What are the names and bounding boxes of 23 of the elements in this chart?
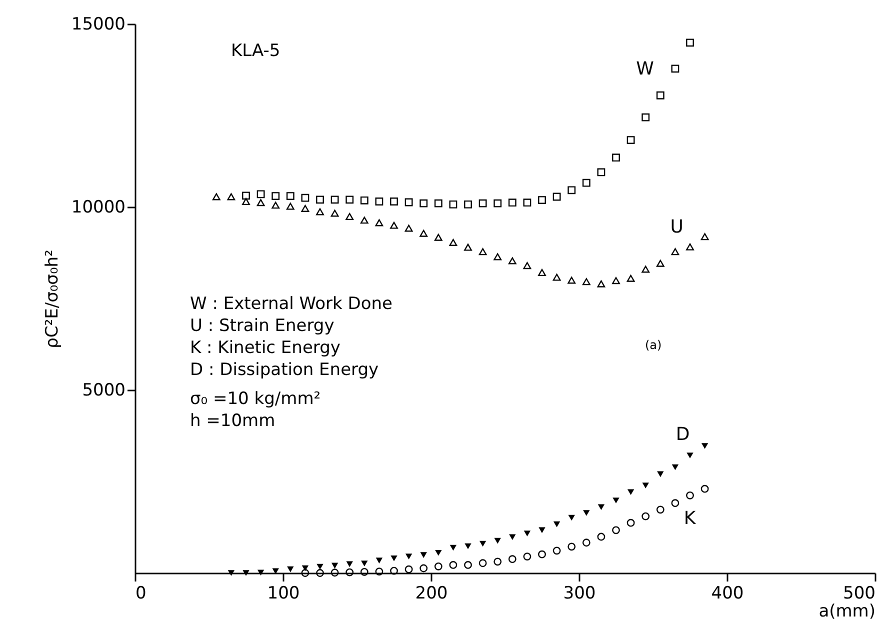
annotation: W : External Work Done [190,294,392,314]
x-tick-label: 200 [415,584,448,604]
annotation: KLA-5 [231,41,280,61]
annotation: h =10mm [190,411,276,431]
annotation: K : Kinetic Energy [190,338,340,358]
annotation: σ₀ =10 kg/mm² [190,389,321,409]
series-label: W [636,58,654,80]
x-tick-label: 0 [136,584,146,604]
annotation: D : Dissipation Energy [190,360,379,380]
series-label: K [684,508,697,529]
x-tick-label: 100 [267,584,300,604]
y-axis-title: ρC²E/σ₀σ₀h² [42,250,62,348]
x-axis-title: a(mm) [818,602,876,622]
y-tick-label: 15000 [71,14,126,34]
y-tick-label: 5000 [82,380,126,400]
annotation: (a) [645,338,662,352]
series-label: U [670,216,684,238]
x-tick-label: 500 [843,584,876,604]
x-tick-label: 400 [711,584,744,604]
annotation: U : Strain Energy [190,316,334,336]
x-tick-label: 300 [563,584,596,604]
series-label: D [676,424,690,445]
y-tick-label: 10000 [71,198,126,218]
